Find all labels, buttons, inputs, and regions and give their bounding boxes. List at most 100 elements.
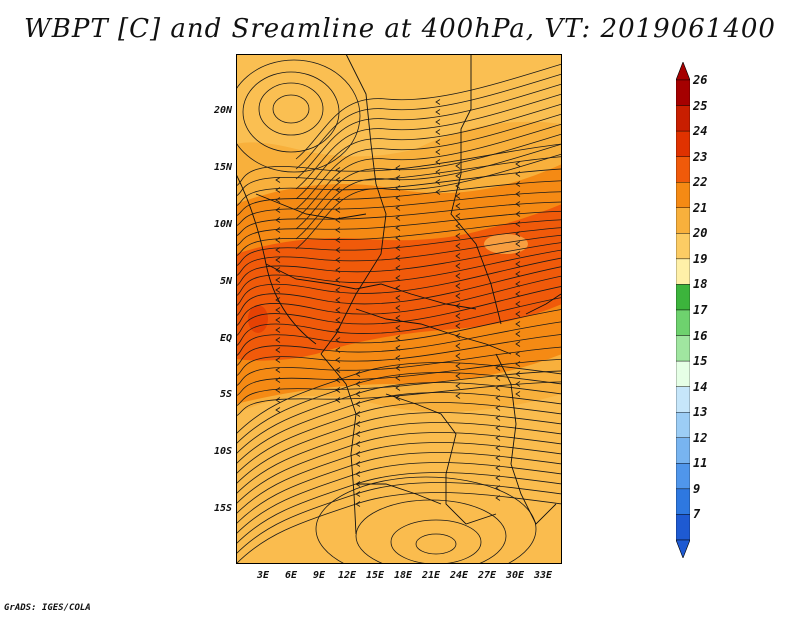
lat-label: EQ <box>219 333 232 344</box>
lat-label: 5S <box>219 389 232 400</box>
streamline-arrow <box>495 475 501 481</box>
streamline-arrow <box>275 327 281 333</box>
streamline-arrow <box>355 451 361 457</box>
colorbar-swatch <box>676 207 690 234</box>
streamline <box>236 297 562 347</box>
streamline-arrow <box>355 371 361 377</box>
colorbar-label: 24 <box>693 124 708 139</box>
lon-label: 3E <box>257 570 270 581</box>
streamline <box>295 63 562 160</box>
colorbar-swatch <box>676 412 690 438</box>
colorbar-swatch <box>676 309 690 336</box>
cool-patch-north <box>236 54 562 157</box>
colorbar-swatch <box>676 233 690 260</box>
streamline-arrow <box>515 241 521 247</box>
streamline-arrow <box>395 395 401 401</box>
hot-spot <box>248 305 268 333</box>
streamline-arrow <box>435 109 441 115</box>
streamline <box>236 285 562 337</box>
streamline-arrow <box>455 363 461 369</box>
streamline-arrow <box>355 391 361 397</box>
streamline-arrow <box>395 295 401 301</box>
streamlines <box>236 63 562 564</box>
lon-label: 9E <box>313 570 326 581</box>
streamline-arrow <box>455 383 461 389</box>
streamline-arrow <box>275 297 281 303</box>
streamline-arrow <box>455 273 461 279</box>
streamline-arrow <box>335 277 341 283</box>
colorbar-swatch <box>676 437 690 464</box>
streamline-arrow <box>395 335 401 341</box>
streamline-arrow <box>335 387 341 393</box>
streamline-arrow <box>355 471 361 477</box>
streamline-arrow <box>395 245 401 251</box>
streamline-arrow <box>455 163 461 169</box>
colorbar-swatch <box>676 258 690 285</box>
streamline-arrow <box>495 365 501 371</box>
streamline <box>236 432 562 505</box>
streamline-arrow <box>355 461 361 467</box>
streamline <box>295 83 562 180</box>
colorbar-swatch <box>676 284 690 311</box>
streamline-arrow <box>515 201 521 207</box>
streamline-arrow <box>495 455 501 461</box>
streamline-arrow <box>435 139 441 145</box>
streamline-arrow <box>515 161 521 167</box>
map-title: WBPT [C] and Sreamline at 400hPa, VT: 20… <box>24 14 776 44</box>
streamline-arrow <box>335 367 341 373</box>
streamline <box>236 382 562 455</box>
hot-band <box>236 204 562 361</box>
streamline-arrow <box>335 287 341 293</box>
streamline <box>236 422 562 495</box>
streamline-arrow <box>455 323 461 329</box>
colorbar-bottom-arrow <box>676 539 690 558</box>
streamline-arrow <box>495 405 501 411</box>
streamline-arrow <box>395 225 401 231</box>
streamline-arrow <box>335 307 341 313</box>
colorbar-label: 26 <box>693 73 708 87</box>
streamline <box>236 156 562 197</box>
streamline-arrow <box>395 255 401 261</box>
colorbar-label: 22 <box>693 175 708 190</box>
streamline-arrow <box>335 297 341 303</box>
streamline-arrow <box>275 387 281 393</box>
streamline-arrow <box>515 331 521 337</box>
streamline-arrow <box>275 257 281 263</box>
streamline-arrow <box>515 261 521 267</box>
streamline-arrow <box>275 177 281 183</box>
colorbar-swatch <box>676 488 690 515</box>
streamline-arrow <box>275 197 281 203</box>
streamline-arrow <box>335 237 341 243</box>
streamline-arrow <box>455 203 461 209</box>
streamline-arrow <box>515 391 521 397</box>
streamline-arrow <box>455 213 461 219</box>
colorbar-label: 12 <box>693 430 708 445</box>
streamline-arrow <box>515 271 521 277</box>
streamline-arrow <box>455 283 461 289</box>
streamline-arrow <box>515 321 521 327</box>
streamline-arrow <box>515 291 521 297</box>
streamline <box>295 103 562 200</box>
streamline-arrow <box>495 495 501 501</box>
cool-patch-south <box>236 394 562 564</box>
streamline <box>236 334 562 377</box>
streamline-arrow <box>495 465 501 471</box>
streamline-arrow <box>455 243 461 249</box>
colorbar-swatch <box>676 79 690 106</box>
streamline-arrow <box>275 337 281 343</box>
streamline-arrow <box>275 317 281 323</box>
streamline-arrow <box>495 395 501 401</box>
streamline-arrow <box>335 317 341 323</box>
streamline-arrow <box>455 393 461 399</box>
streamline-arrow <box>355 441 361 447</box>
streamline <box>236 482 562 555</box>
colorbar-swatch <box>676 335 690 362</box>
streamline <box>236 168 562 207</box>
streamline-arrow <box>495 385 501 391</box>
streamline-arrow <box>455 173 461 179</box>
streamline-arrow <box>495 425 501 431</box>
streamline-arrow <box>435 189 441 195</box>
map-frame <box>236 54 562 564</box>
streamline-arrow <box>395 325 401 331</box>
streamline-arrow <box>335 397 341 403</box>
